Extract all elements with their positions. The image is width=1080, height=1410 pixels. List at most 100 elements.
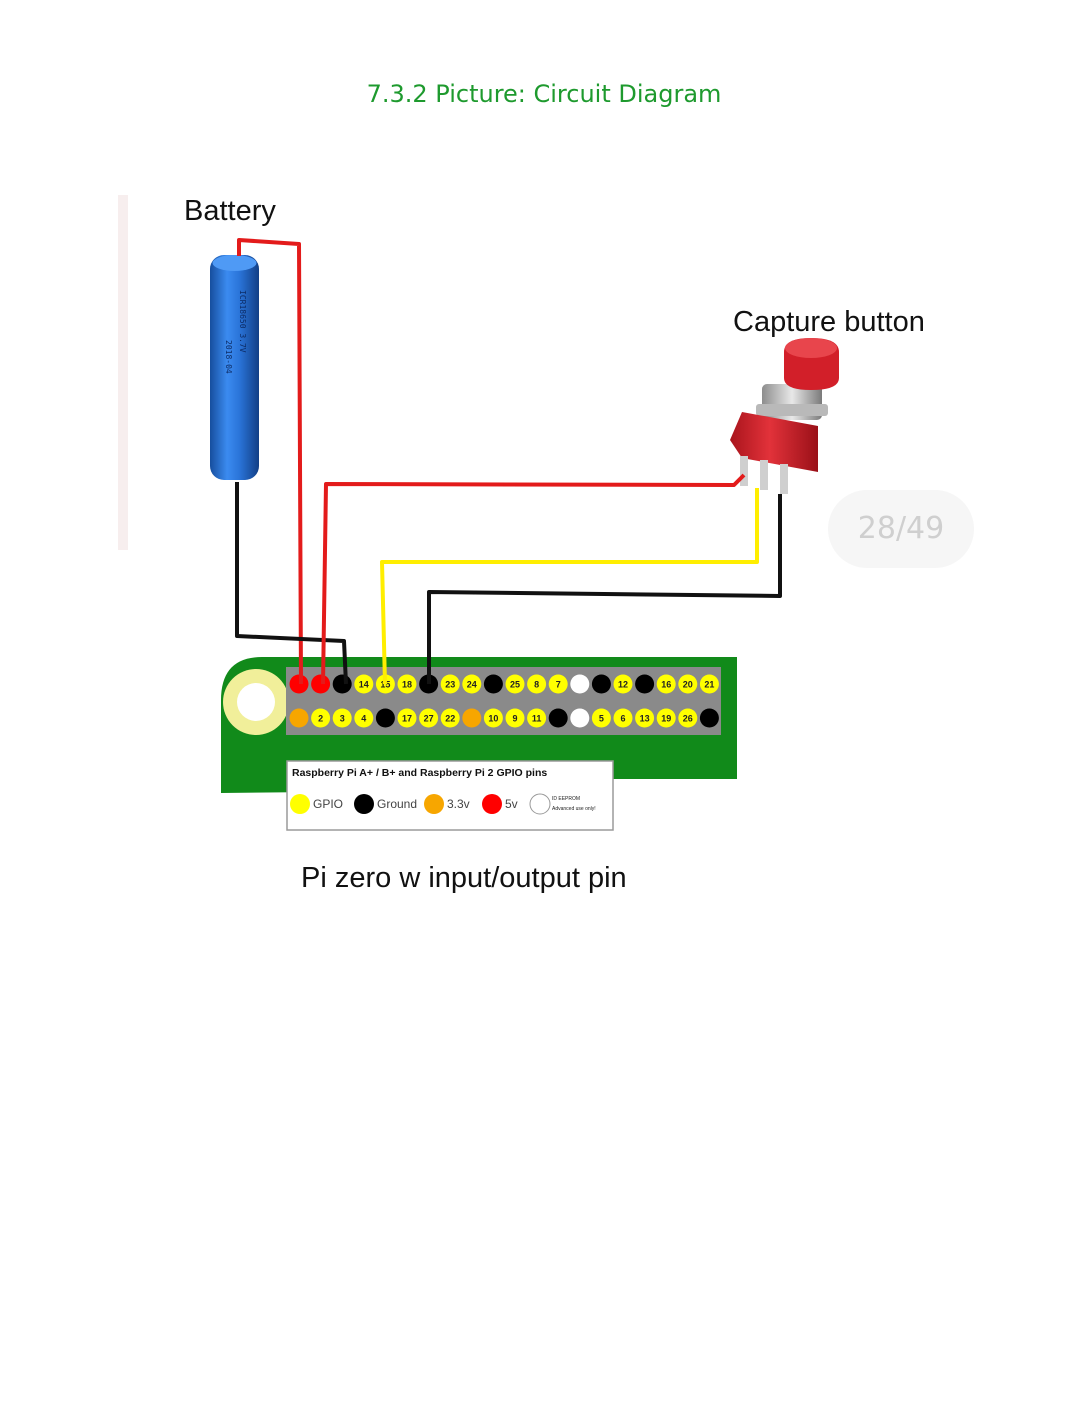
gpio-header [286,667,721,735]
gpio-pin-gpio [397,674,417,694]
mounting-hole-inner [237,683,275,721]
gpio-pin-label: 13 [640,714,650,724]
gpio-pin-label: 18 [402,680,412,690]
battery-label: Battery [184,195,276,227]
gpio-pin-label: 8 [534,680,539,690]
gpio-pin-v5 [311,674,331,694]
legend-swatch-eeprom [529,793,551,815]
page-indicator: 28/49 [828,490,974,568]
figure-caption: 7.3.2 Picture: Circuit Diagram [366,80,722,108]
gpio-pin-gpio [332,708,352,728]
gpio-pin-gpio [397,708,417,728]
gpio-pin-gpio [462,674,482,694]
left-edge-shadow [118,195,128,550]
gpio-pin-gpio [613,708,633,728]
gpio-pin-label: 19 [661,714,671,724]
gpio-pin-label: 25 [510,680,520,690]
gpio-pin-label: 6 [620,714,625,724]
gpio-pin-ground [591,674,611,694]
gpio-pin-eeprom [570,674,590,694]
gpio-pin-label: 11 [532,714,542,724]
battery-top-cap [212,255,257,271]
gpio-pin-ground [699,708,719,728]
pin-legend: Raspberry Pi A+ / B+ and Raspberry Pi 2 … [286,760,614,831]
gpio-pin-gpio [656,674,676,694]
gpio-pin-label: 26 [683,714,693,724]
wire-battery-positive [237,238,303,685]
gpio-pin-gpio [354,674,374,694]
gpio-pin-gpio [483,708,503,728]
button-terminal-3 [780,464,788,494]
legend-items: GPIO Ground 3.3v 5v ID EEPROM Advanced use on… [290,793,596,815]
pi-board: 14 15 18 23 24 25 8 7 12 16 20 21 2 3 4 17 27 22 10 9 11 5 6 1… [221,657,737,793]
gpio-bottom-row: 2 3 4 17 27 22 10 9 11 5 6 13 19 26 [289,708,719,728]
legend-label: Ground [377,797,417,811]
legend-note: Advanced use only! [552,806,596,812]
legend-label: ID EEPROM [552,796,580,802]
gpio-pin-label: 3 [340,714,345,724]
gpio-pin-gpio [548,674,568,694]
gpio-pin-label: 14 [359,680,369,690]
gpio-pin-gpio [505,708,525,728]
push-button [730,338,839,494]
gpio-pin-gpio [678,674,698,694]
button-body [730,412,818,472]
button-nut [756,404,828,416]
capture-button-label: Capture button [733,306,925,338]
gpio-pin-ground [548,708,568,728]
gpio-pin-gpio [656,708,676,728]
gpio-pin-gpio [613,674,633,694]
gpio-pin-gpio [311,708,331,728]
gpio-pin-gpio [440,708,460,728]
gpio-pin-gpio [440,674,460,694]
gpio-pin-gpio [375,674,395,694]
gpio-pin-gpio [419,708,439,728]
gpio-pin-gpio [635,708,655,728]
battery-print-2: 2018-04 [224,340,233,374]
gpio-pin-label: 27 [424,714,434,724]
gpio-pin-label: 15 [380,680,390,690]
gpio-pin-label: 12 [618,680,628,690]
button-red-cap-top [785,338,837,358]
gpio-pin-label: 22 [445,714,455,724]
battery: ICR18650 3.7V 2018-04 [210,255,259,480]
gpio-pin-label: 21 [704,680,714,690]
wire-ground-to-button [427,494,782,684]
legend-label: 3.3v [447,797,470,811]
gpio-pin-gpio [527,674,547,694]
gpio-pin-ground [375,708,395,728]
wire-battery-negative [235,482,348,685]
button-terminal-1 [740,456,748,486]
gpio-pin-label: 2 [318,714,323,724]
legend-swatch-gpio [290,794,310,814]
gpio-pin-label: 7 [556,680,561,690]
gpio-pin-gpio [699,674,719,694]
gpio-pin-ground [332,674,352,694]
legend-swatch-v33 [424,794,444,814]
gpio-pin-ground [483,674,503,694]
gpio-pin-gpio [505,674,525,694]
legend-label: GPIO [313,797,343,811]
gpio-pin-label: 24 [467,680,477,690]
battery-print-1: ICR18650 3.7V [238,290,247,353]
legend-label: 5v [505,797,518,811]
gpio-pin-gpio [354,708,374,728]
gpio-pin-label: 9 [512,714,517,724]
gpio-pin-label: 17 [402,714,412,724]
gpio-pin-v33 [289,708,309,728]
button-terminal-2 [760,460,768,490]
gpio-pin-v33 [462,708,482,728]
gpio-pin-label: 23 [445,680,455,690]
battery-body [210,255,259,480]
gpio-pin-ground [635,674,655,694]
gpio-pin-label: 16 [661,680,671,690]
legend-box [286,760,614,831]
wires [235,238,782,685]
board-label: Pi zero w input/output pin [301,862,627,894]
wire-gpio15-to-button [380,488,759,685]
legend-swatch-ground [354,794,374,814]
gpio-pin-label: 20 [683,680,693,690]
wire-5v-to-button [321,473,746,685]
gpio-pin-gpio [678,708,698,728]
